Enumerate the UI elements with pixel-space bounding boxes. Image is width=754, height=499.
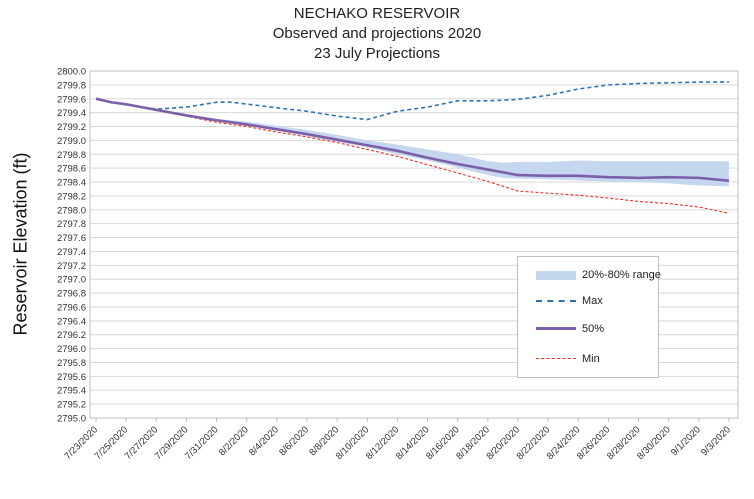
y-tick-label: 2796.2 <box>57 330 86 341</box>
y-tick-label: 2798.6 <box>57 164 86 175</box>
y-tick-label: 2799.0 <box>57 136 86 147</box>
chart-subtitle-2: 23 July Projections <box>314 45 440 62</box>
legend-label-max: Max <box>582 295 603 307</box>
legend-label-p50: 50% <box>582 323 605 335</box>
x-tick-label: 8/6/2020 <box>277 424 311 458</box>
x-tick-label: 8/30/2020 <box>635 424 673 462</box>
legend-item-band: 20%-80% range <box>518 267 661 283</box>
y-tick-label: 2799.2 <box>57 122 86 133</box>
y-tick-label: 2797.4 <box>57 247 86 258</box>
x-tick-label: 9/3/2020 <box>699 424 733 458</box>
x-tick-label: 8/4/2020 <box>247 424 281 458</box>
y-tick-label: 2796.6 <box>57 302 86 313</box>
legend-item-p50: 50% <box>518 321 658 337</box>
legend-label-min: Min <box>582 353 600 365</box>
x-tick-label: 7/31/2020 <box>183 424 221 462</box>
legend-label-band: 20%-80% range <box>582 269 661 281</box>
legend-swatch-max <box>536 300 576 302</box>
band-20-80-area <box>96 98 729 187</box>
y-tick-label: 2795.0 <box>57 414 86 425</box>
series-50-line <box>95 97 730 182</box>
legend-swatch-min <box>536 358 576 359</box>
series-max-line <box>95 81 729 121</box>
y-tick-label: 2795.6 <box>57 372 86 383</box>
x-tick-label: 8/2/2020 <box>217 424 251 458</box>
chart-titles: NECHAKO RESERVOIR Observed and projectio… <box>0 4 754 64</box>
y-tick-label: 2798.8 <box>57 150 86 161</box>
legend-item-min: Min <box>518 351 658 367</box>
y-tick-label: 2796.4 <box>57 316 86 327</box>
y-tick-label: 2799.8 <box>57 80 86 91</box>
y-tick-label: 2799.4 <box>57 108 86 119</box>
y-tick-label: 2796.0 <box>57 344 86 355</box>
chart-title: NECHAKO RESERVOIR <box>293 5 461 22</box>
y-tick-label: 2798.0 <box>57 205 86 216</box>
legend-swatch-band <box>536 271 576 280</box>
y-tick-label: 2798.4 <box>57 178 86 189</box>
y-tick-label: 2797.2 <box>57 261 86 272</box>
y-tick-label: 2797.0 <box>57 275 86 286</box>
y-tick-label: 2795.8 <box>57 358 86 369</box>
y-tick-label: 2796.8 <box>57 289 86 300</box>
y-tick-label: 2797.8 <box>57 219 86 230</box>
y-tick-label: 2798.2 <box>57 191 86 202</box>
chart-subtitle: Observed and projections 2020 <box>272 25 482 42</box>
legend-swatch-p50 <box>536 327 576 330</box>
legend: 20%-80% range Max 50% Min <box>517 256 661 378</box>
legend-item-max: Max <box>518 293 658 309</box>
x-tick-label: 9/1/2020 <box>669 424 703 458</box>
y-tick-label: 2797.6 <box>57 233 86 244</box>
y-tick-label: 2800.0 <box>57 67 86 78</box>
y-tick-label: 2795.4 <box>57 386 86 397</box>
plot-border <box>89 70 739 419</box>
y-tick-label: 2795.2 <box>57 400 86 411</box>
y-tick-label: 2799.6 <box>57 94 86 105</box>
